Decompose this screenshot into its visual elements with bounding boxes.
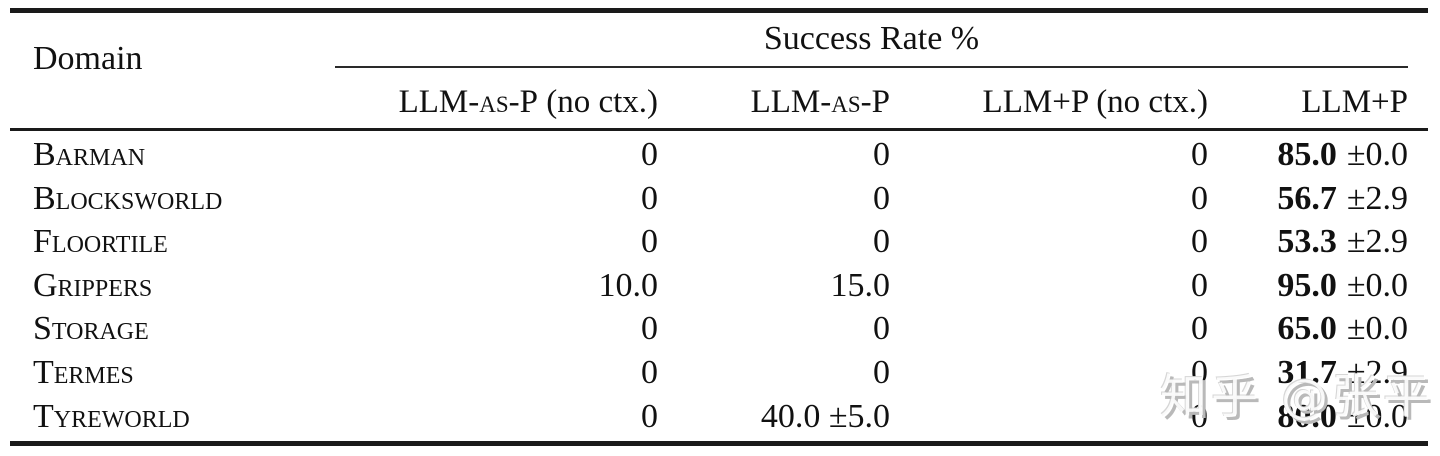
column-header-rest-part: LLM+P [1301, 84, 1408, 120]
stddev-value: ±0.0 [1346, 310, 1408, 348]
llm-plus-p-no-ctx-value: 0 [1191, 266, 1208, 304]
table-row: Blocksworld 0 0 0 56.7 ±2.9 [0, 177, 1440, 221]
column-header-smallcaps-part: LLM-as-P [398, 84, 538, 120]
llm-as-p-no-ctx-value: 0 [641, 136, 658, 173]
llm-plus-p-no-ctx-value: 0 [1191, 223, 1208, 261]
domain-cell: Blocksworld [33, 179, 223, 217]
header-body-divider-rule [10, 128, 1428, 131]
llm-plus-p-value: 53.3 ±2.9 [1277, 220, 1408, 264]
llm-as-p-no-ctx-value: 0 [641, 179, 658, 217]
llm-plus-p-value: 31.7 ±2.9 [1277, 351, 1408, 395]
llm-as-p-value: 0 [873, 353, 890, 391]
table-body: Barman 0 0 0 85.0 ±0.0 Blocksworld 0 0 0 … [0, 133, 1440, 439]
llm-as-p-value: 0 [873, 223, 890, 261]
best-score: 31.7 [1277, 353, 1337, 391]
column-header-rest-part: LLM+P (no ctx.) [982, 84, 1208, 120]
domain-cell: Barman [33, 136, 146, 173]
success-rate-group-header: Success Rate % [763, 20, 980, 57]
llm-as-p-no-ctx-value: 0 [641, 353, 658, 391]
column-header-llm-as-p-no-ctx: LLM-as-P (no ctx.) [399, 84, 658, 121]
domain-cell: Tyreworld [33, 397, 190, 435]
column-header-rest-part: (no ctx.) [537, 84, 658, 120]
table-row: Barman 0 0 0 85.0 ±0.0 [0, 133, 1440, 177]
domain-column-header: Domain [33, 40, 143, 77]
best-score: 65.0 [1277, 310, 1337, 348]
column-header-llm-as-p: LLM-as-P [751, 84, 890, 121]
column-header-llm-plus-p-no-ctx: LLM+P (no ctx.) [983, 84, 1208, 121]
llm-plus-p-value: 65.0 ±0.0 [1277, 307, 1408, 351]
llm-as-p-value: 0 [873, 136, 890, 173]
domain-cell: Termes [33, 353, 134, 391]
best-score: 53.3 [1277, 223, 1337, 261]
llm-as-p-value: 0 [873, 310, 890, 348]
table-row: Floortile 0 0 0 53.3 ±2.9 [0, 220, 1440, 264]
llm-plus-p-no-ctx-value: 0 [1191, 310, 1208, 348]
stddev-value: ±2.9 [1346, 179, 1408, 217]
stddev-value: ±2.9 [1346, 223, 1408, 261]
llm-plus-p-no-ctx-value: 0 [1191, 353, 1208, 391]
domain-cell: Grippers [33, 266, 153, 304]
llm-plus-p-value: 80.0 ±0.0 [1277, 395, 1408, 439]
llm-as-p-no-ctx-value: 0 [641, 397, 658, 435]
best-score: 56.7 [1277, 179, 1337, 217]
table-bottom-rule [10, 441, 1428, 446]
stddev-value: ±0.0 [1346, 266, 1408, 304]
llm-plus-p-value: 95.0 ±0.0 [1277, 264, 1408, 308]
domain-cell: Storage [33, 310, 149, 348]
table-row: Termes 0 0 0 31.7 ±2.9 [0, 351, 1440, 395]
domain-cell: Floortile [33, 223, 168, 261]
best-score: 85.0 [1277, 136, 1337, 173]
best-score: 95.0 [1277, 266, 1337, 304]
llm-plus-p-no-ctx-value: 0 [1191, 136, 1208, 173]
stddev-value: ±0.0 [1346, 397, 1408, 435]
llm-plus-p-no-ctx-value: 0 [1191, 179, 1208, 217]
table-top-rule [10, 8, 1428, 13]
column-header-llm-plus-p: LLM+P [1301, 84, 1408, 121]
llm-as-p-no-ctx-value: 0 [641, 223, 658, 261]
stddev-value: ±0.0 [1346, 136, 1408, 173]
table-row: Grippers 10.0 15.0 0 95.0 ±0.0 [0, 264, 1440, 308]
best-score: 80.0 [1277, 397, 1337, 435]
llm-plus-p-value: 56.7 ±2.9 [1277, 177, 1408, 221]
llm-as-p-value: 0 [873, 179, 890, 217]
llm-plus-p-no-ctx-value: 0 [1191, 397, 1208, 435]
llm-as-p-value: 15.0 [830, 266, 891, 304]
stddev-value: ±2.9 [1346, 353, 1408, 391]
column-header-smallcaps-part: LLM-as-P [750, 84, 890, 120]
table-row: Tyreworld 0 40.0 ±5.0 0 80.0 ±0.0 [0, 395, 1440, 439]
llm-plus-p-value: 85.0 ±0.0 [1277, 133, 1408, 177]
llm-as-p-no-ctx-value: 10.0 [598, 266, 659, 304]
group-header-underline [335, 66, 1408, 68]
table-row: Storage 0 0 0 65.0 ±0.0 [0, 307, 1440, 351]
zhihu-watermark: 知乎 @张平 [1160, 370, 1434, 425]
llm-as-p-no-ctx-value: 0 [641, 310, 658, 348]
llm-as-p-value: 40.0 ±5.0 [760, 397, 890, 435]
